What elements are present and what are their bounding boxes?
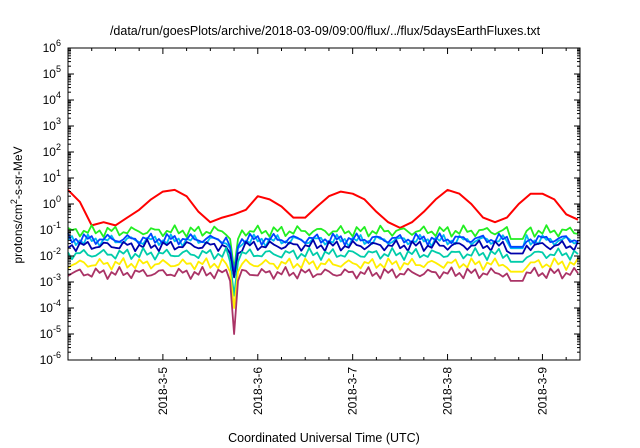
series-line (67, 224, 579, 271)
y-tick-label: 102 (43, 142, 61, 159)
x-axis: 2018-3-5 2018-3-6 2018-3-7 2018-3-8 2018-3-9 (67, 48, 567, 415)
series-line (67, 188, 579, 229)
chart-title: /data/run/goesPlots/archive/2018-03-09/0… (110, 24, 541, 38)
series-line (67, 247, 579, 297)
x-tick-label: 2018-3-7 (346, 367, 360, 415)
y-axis-label: protons/cm2-s-sr-MeV (9, 146, 25, 263)
y-tick-label: 103 (43, 116, 61, 133)
y-tick-label: 105 (43, 64, 61, 81)
y-tick-label: 10-4 (40, 298, 61, 315)
series-line (67, 257, 579, 309)
x-tick-label: 2018-3-8 (441, 367, 455, 415)
series-line (67, 266, 579, 335)
x-tick-label: 2018-3-9 (535, 367, 549, 415)
y-tick-label: 10-6 (40, 350, 61, 367)
y-tick-label: 101 (43, 168, 61, 185)
series-layer (67, 188, 579, 335)
x-axis-label: Coordinated Universal Time (UTC) (228, 431, 420, 445)
x-tick-label: 2018-3-6 (251, 367, 265, 415)
y-tick-label: 10-2 (40, 246, 61, 263)
y-axis: 10-6 10-5 10-4 10-3 10-2 10-1 100 101 102 103 104 1… (40, 38, 580, 367)
y-tick-label: 10-1 (40, 220, 61, 237)
y-tick-label: 10-3 (40, 272, 61, 289)
series-line (67, 238, 579, 279)
y-tick-label: 10-5 (40, 324, 61, 341)
series-line (67, 232, 579, 276)
x-tick-label: 2018-3-5 (156, 367, 170, 415)
y-tick-label: 104 (43, 90, 61, 107)
y-tick-label: 106 (43, 38, 61, 55)
y-tick-label: 100 (43, 194, 61, 211)
